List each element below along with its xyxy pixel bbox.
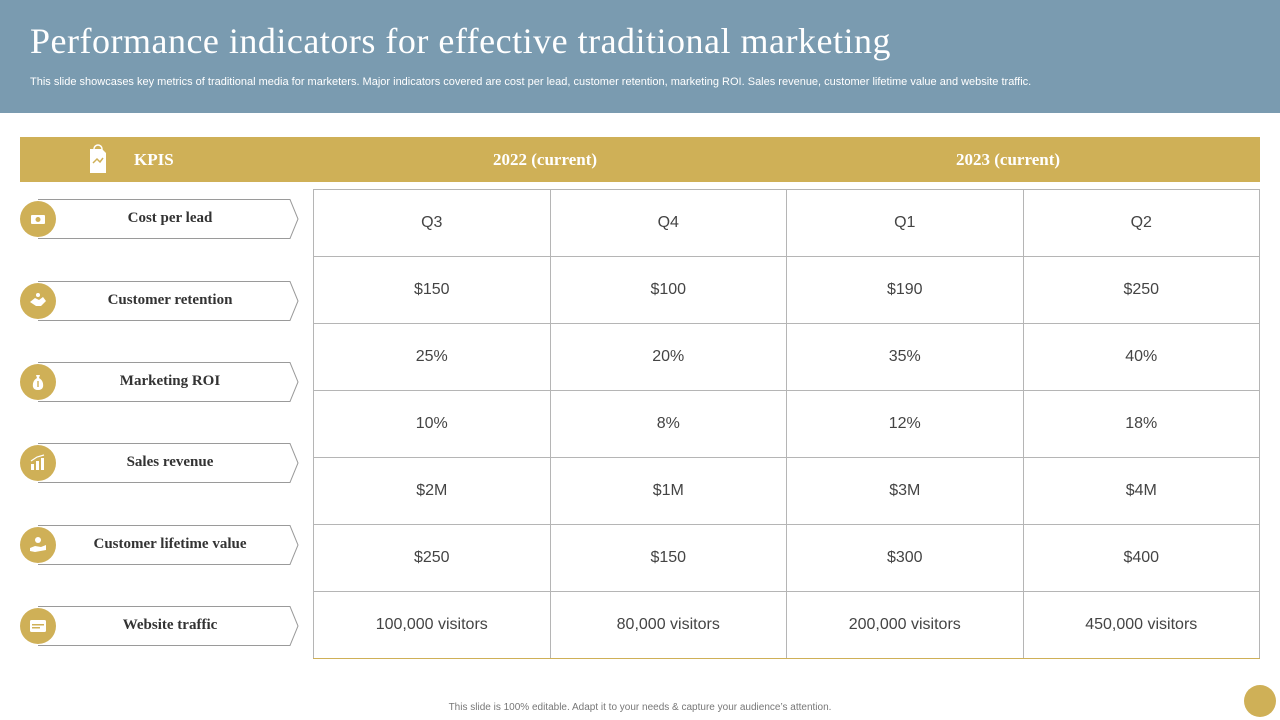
table-cell: 10% <box>313 390 551 458</box>
kpi-customer-retention: Customer retention <box>20 280 300 322</box>
kpi-label: Cost per lead <box>127 210 213 226</box>
table-cell: 20% <box>549 323 787 391</box>
table-row: $250 $150 $300 $400 <box>313 524 1260 592</box>
table-cell: $190 <box>786 256 1024 324</box>
table-cell: 40% <box>1022 323 1260 391</box>
kpi-data-table: Q3 Q4 Q1 Q2 $150 $100 $190 $250 25% 20% … <box>313 189 1260 659</box>
table-row: 10% 8% 12% 18% <box>313 390 1260 458</box>
table-cell: 80,000 visitors <box>549 591 787 659</box>
chart-icon <box>20 445 56 481</box>
kpi-cost-per-lead: Cost per lead <box>20 198 300 240</box>
quarter-cell: Q4 <box>549 189 787 257</box>
kpi-sales-revenue: Sales revenue <box>20 442 300 484</box>
table-cell: 35% <box>786 323 1024 391</box>
year-2023-column-header: 2023 (current) <box>956 150 1061 169</box>
kpi-label: Sales revenue <box>126 454 214 470</box>
hand-coin-icon <box>20 527 56 563</box>
quarter-cell: Q3 <box>313 189 551 257</box>
table-cell: $400 <box>1022 524 1260 592</box>
page-title: Performance indicators for effective tra… <box>30 21 891 61</box>
kpis-column-header: KPIS <box>134 150 174 169</box>
table-cell: $250 <box>313 524 551 592</box>
document-icon <box>90 144 106 173</box>
kpi-label: Marketing ROI <box>119 373 221 389</box>
table-cell: $2M <box>313 457 551 525</box>
column-header-band <box>20 137 1260 182</box>
table-row: $150 $100 $190 $250 <box>313 256 1260 324</box>
table-cell: 12% <box>786 390 1024 458</box>
kpi-website-traffic: Website traffic <box>20 605 300 647</box>
table-cell: $250 <box>1022 256 1260 324</box>
kpi-label: Website traffic <box>122 617 218 633</box>
year-2022-column-header: 2022 (current) <box>493 150 598 169</box>
table-row: 25% 20% 35% 40% <box>313 323 1260 391</box>
table-cell: 25% <box>313 323 551 391</box>
money-icon <box>20 201 56 237</box>
table-row: $2M $1M $3M $4M <box>313 457 1260 525</box>
quarter-header-row: Q3 Q4 Q1 Q2 <box>313 189 1260 257</box>
table-cell: $100 <box>549 256 787 324</box>
table-cell: 100,000 visitors <box>313 591 551 659</box>
kpi-label: Customer retention <box>107 292 233 308</box>
header-bar <box>0 0 1280 113</box>
table-cell: 450,000 visitors <box>1022 591 1260 659</box>
table-cell: $300 <box>786 524 1024 592</box>
kpi-label: Customer lifetime value <box>93 536 247 552</box>
table-cell: $1M <box>549 457 787 525</box>
table-cell: $4M <box>1022 457 1260 525</box>
corner-decoration <box>1244 685 1276 717</box>
table-cell: $150 <box>313 256 551 324</box>
browser-icon <box>20 608 56 644</box>
quarter-cell: Q1 <box>786 189 1024 257</box>
table-cell: $150 <box>549 524 787 592</box>
handshake-icon <box>20 283 56 319</box>
table-cell: 18% <box>1022 390 1260 458</box>
table-row: 100,000 visitors 80,000 visitors 200,000… <box>313 591 1260 659</box>
money-bag-icon <box>20 364 56 400</box>
table-cell: 8% <box>549 390 787 458</box>
table-cell: $3M <box>786 457 1024 525</box>
kpi-customer-lifetime-value: Customer lifetime value <box>20 524 300 566</box>
table-cell: 200,000 visitors <box>786 591 1024 659</box>
kpi-marketing-roi: Marketing ROI <box>20 361 300 403</box>
quarter-cell: Q2 <box>1022 189 1260 257</box>
footer-note: This slide is 100% editable. Adapt it to… <box>448 702 832 713</box>
page-subtitle: This slide showcases key metrics of trad… <box>30 76 1032 88</box>
